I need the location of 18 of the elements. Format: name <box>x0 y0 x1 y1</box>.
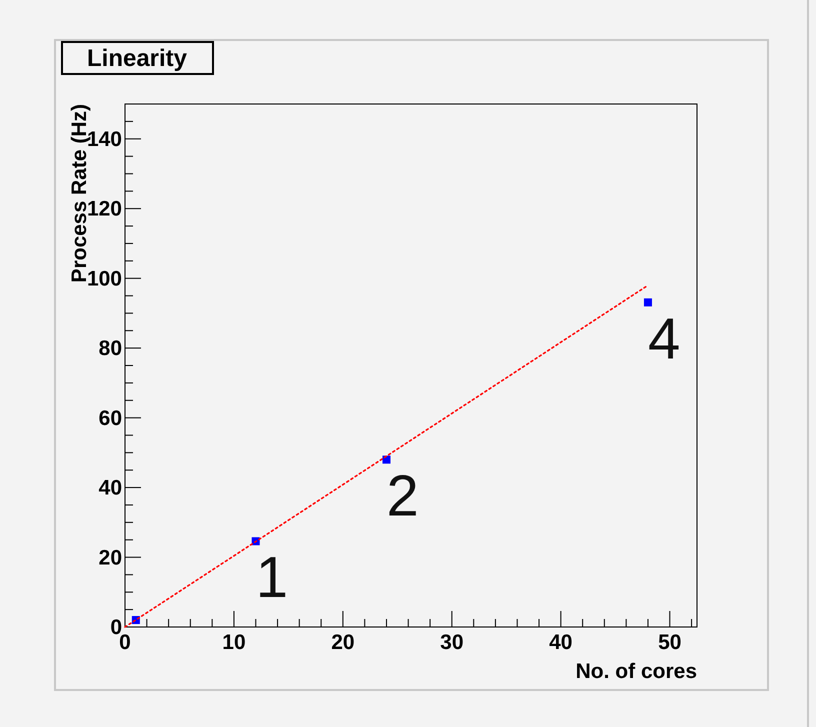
chart-title: Linearity <box>86 45 188 72</box>
y-tick-label: 20 <box>98 546 122 570</box>
y-tick-label: 40 <box>98 476 122 500</box>
y-tick-label: 140 <box>86 128 122 151</box>
annotation: 4 <box>648 306 680 372</box>
x-axis-title: No. of cores <box>576 660 697 683</box>
point <box>644 298 652 306</box>
y-tick-label: 80 <box>98 337 122 360</box>
y-tick-label: 100 <box>86 267 122 290</box>
point <box>382 456 390 464</box>
x-tick-label: 50 <box>658 631 682 654</box>
annotation: 2 <box>386 464 419 529</box>
annotation: 1 <box>256 545 288 610</box>
x-tick-label: 20 <box>331 631 355 654</box>
x-tick-label: 10 <box>222 631 246 654</box>
x-tick-label: 30 <box>440 631 464 654</box>
x-tick-label: 40 <box>549 631 572 654</box>
y-tick-label: 60 <box>98 406 122 430</box>
